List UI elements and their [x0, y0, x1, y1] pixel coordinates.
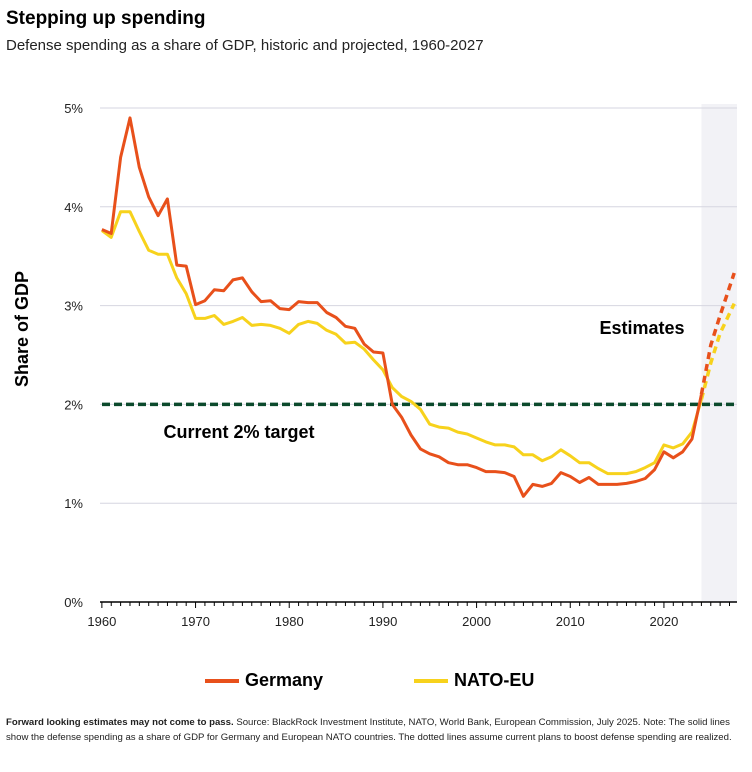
footnote-source: Source: BlackRock Investment Institute, … — [6, 717, 732, 743]
y-tick-label: 1% — [64, 496, 83, 511]
y-axis-label: Share of GDP — [12, 271, 32, 387]
legend: Germany NATO-EU — [0, 670, 752, 700]
footnote-disclaimer: Forward looking estimates may not come t… — [6, 717, 234, 728]
x-tick-label: 1990 — [368, 614, 397, 629]
x-tick-label: 2010 — [556, 614, 585, 629]
series-lines — [101, 116, 736, 498]
estimates-shaded-region — [701, 104, 737, 602]
estimates-label: Estimates — [599, 318, 684, 338]
x-tick-label: 1970 — [181, 614, 210, 629]
y-tick-label: 4% — [64, 200, 83, 215]
target-label: Current 2% target — [163, 422, 314, 442]
legend-label-nato-eu: NATO-EU — [454, 670, 535, 690]
footnote: Forward looking estimates may not come t… — [6, 715, 744, 745]
x-tick-label: 1980 — [275, 614, 304, 629]
x-axis: 1960 1970 1980 1990 2000 2010 2020 — [87, 601, 737, 629]
legend-swatch-germany — [205, 678, 239, 683]
y-tick-label: 3% — [64, 299, 83, 314]
line-chart: 0% 1% 2% 3% 4% 5% 1960 1970 1980 1990 2000 2010 202… — [12, 101, 737, 629]
y-tick-label: 2% — [64, 397, 83, 412]
y-tick-label: 0% — [64, 595, 83, 610]
series-line-germany — [101, 116, 703, 498]
y-tick-label: 5% — [64, 101, 83, 116]
legend-swatch-nato-eu — [414, 678, 448, 683]
projected-line-nato-eu — [699, 302, 736, 400]
chart-subtitle: Defense spending as a share of GDP, hist… — [6, 37, 484, 54]
projected-line-germany — [699, 272, 736, 395]
legend-label-germany: Germany — [245, 670, 324, 690]
chart-title: Stepping up spending — [6, 8, 206, 29]
x-tick-label: 2000 — [462, 614, 491, 629]
series-line-nato-eu — [101, 210, 703, 476]
y-axis-ticks: 0% 1% 2% 3% 4% 5% — [64, 101, 83, 610]
legend-item-nato-eu: NATO-EU — [414, 670, 534, 691]
legend-item-germany: Germany — [205, 670, 323, 691]
x-tick-label: 2020 — [649, 614, 678, 629]
x-tick-label: 1960 — [87, 614, 116, 629]
